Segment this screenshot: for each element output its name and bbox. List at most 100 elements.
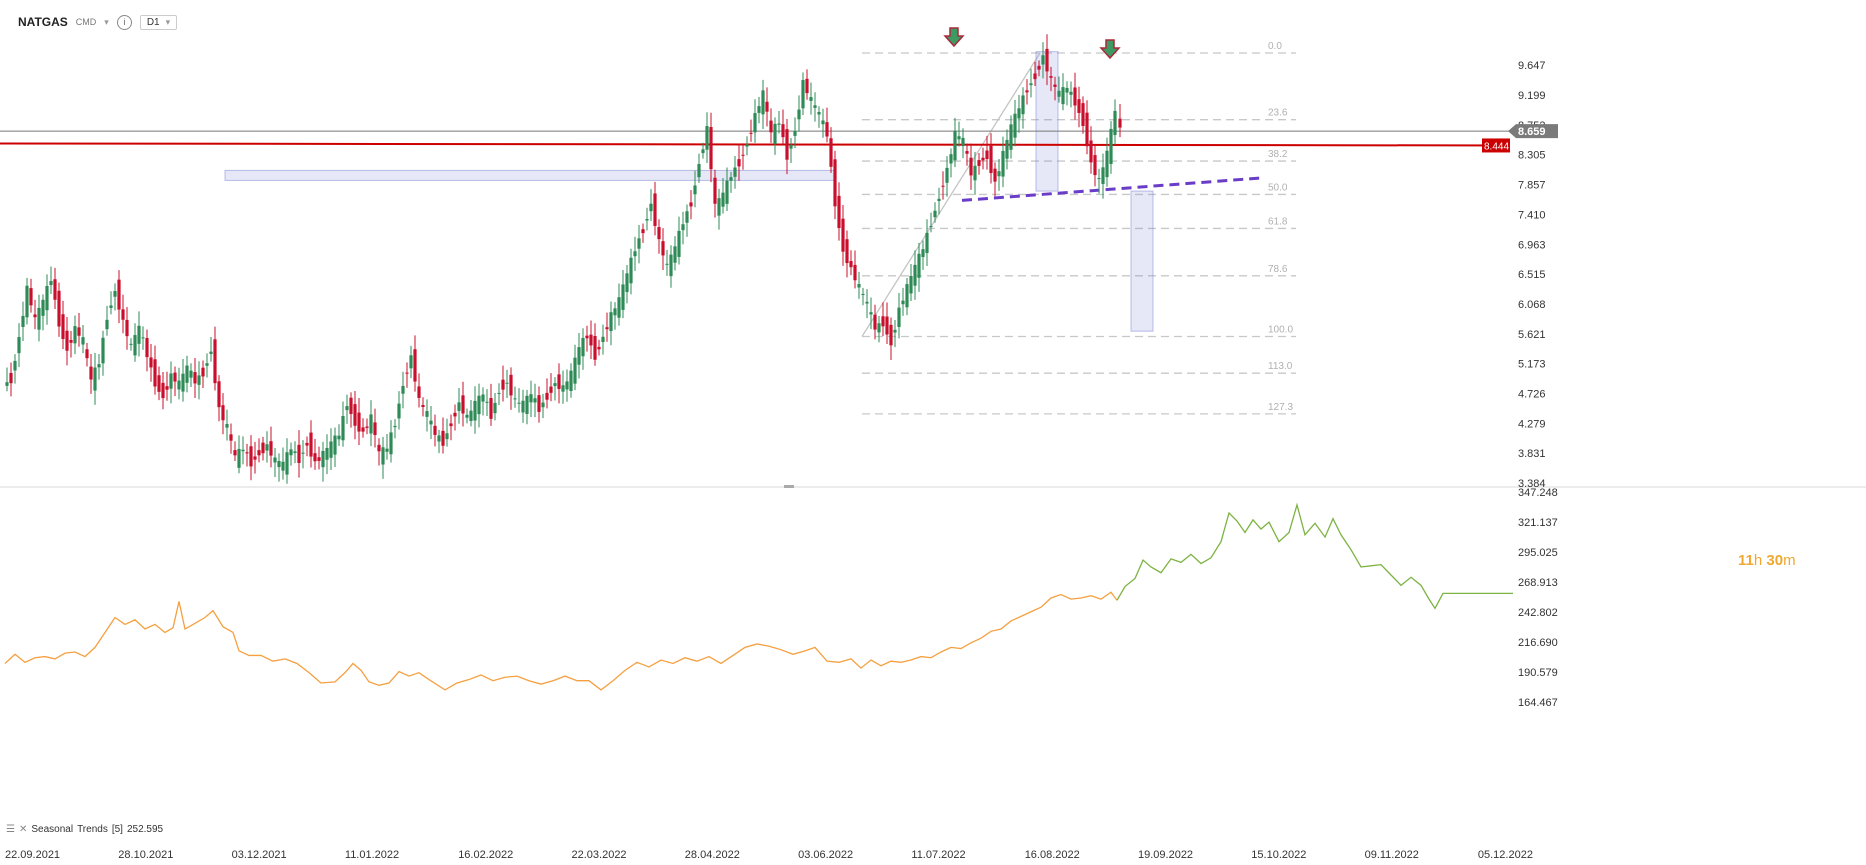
candle-body bbox=[533, 398, 537, 403]
candle-body bbox=[1033, 73, 1037, 80]
candle-body bbox=[937, 198, 941, 201]
candle-body bbox=[313, 453, 317, 462]
candle-body bbox=[209, 351, 213, 354]
candle-body bbox=[873, 314, 877, 330]
fibonacci-level-label: 127.3 bbox=[1268, 402, 1293, 413]
candle-body bbox=[397, 403, 401, 419]
indicator-label: Trends bbox=[77, 824, 108, 835]
candle-body bbox=[933, 210, 937, 218]
candle-body bbox=[37, 307, 41, 330]
candle-body bbox=[117, 279, 121, 310]
level-price-tag-bg bbox=[1482, 138, 1510, 153]
candle-body bbox=[493, 402, 497, 414]
indicator-settings-icon[interactable]: ☰ bbox=[6, 824, 15, 835]
candle-body bbox=[69, 339, 73, 343]
candle-body bbox=[761, 90, 765, 115]
price-axis-tick: 4.726 bbox=[1518, 388, 1546, 400]
candle-body bbox=[169, 373, 173, 389]
candle-body bbox=[1105, 150, 1109, 178]
candle-body bbox=[369, 414, 373, 434]
candle-body bbox=[881, 316, 885, 327]
fibonacci-level-label: 0.0 bbox=[1268, 41, 1282, 52]
candle-body bbox=[253, 456, 257, 460]
candle-body bbox=[453, 412, 457, 417]
price-axis-tick: 5.173 bbox=[1518, 359, 1546, 371]
price-axis-tick: 7.857 bbox=[1518, 180, 1546, 192]
instrument-source: CMD bbox=[75, 17, 97, 27]
indicator-param: [5] bbox=[111, 824, 123, 835]
countdown-hours: 11 bbox=[1738, 552, 1754, 569]
candle-body bbox=[273, 457, 277, 463]
candle-body bbox=[689, 202, 693, 207]
candle-body bbox=[353, 404, 357, 426]
candle-body bbox=[237, 448, 241, 468]
candle-body bbox=[1017, 108, 1021, 119]
candle-body bbox=[509, 374, 513, 396]
candle-body bbox=[93, 367, 97, 391]
candle-body bbox=[409, 355, 413, 369]
candle-body bbox=[609, 312, 613, 332]
close-icon[interactable]: ✕ bbox=[18, 824, 28, 835]
candle-body bbox=[569, 370, 573, 391]
indicator-name: Seasonal bbox=[31, 824, 74, 835]
candle-body bbox=[677, 230, 681, 257]
candle-body bbox=[1077, 99, 1081, 113]
candle-body bbox=[65, 330, 69, 351]
chevron-down-icon[interactable]: ▾ bbox=[104, 16, 109, 27]
candle-body bbox=[565, 381, 569, 390]
seasonal-line-forecast bbox=[1116, 502, 1513, 610]
candle-body bbox=[617, 297, 621, 318]
candle-body bbox=[125, 319, 129, 337]
last-price-tag-text: 8.659 bbox=[1518, 126, 1546, 138]
target-projection-box bbox=[1130, 190, 1154, 332]
candle-body bbox=[269, 441, 273, 456]
candle-body bbox=[817, 111, 821, 115]
candle-body bbox=[293, 451, 297, 453]
candle-body bbox=[181, 373, 185, 392]
chart-toolbar: NATGAS CMD ▾ i D1 ▾ bbox=[18, 12, 178, 32]
candle-body bbox=[637, 238, 641, 249]
candle-body bbox=[737, 159, 741, 167]
candle-body bbox=[49, 281, 53, 285]
candle-body bbox=[769, 120, 773, 133]
candle-body bbox=[321, 450, 325, 468]
candle-body bbox=[329, 441, 333, 458]
candle-body bbox=[621, 284, 625, 310]
candle-body bbox=[725, 180, 729, 204]
time-axis-tick: 19.09.2022 bbox=[1138, 849, 1193, 861]
candle-body bbox=[393, 425, 397, 428]
candle-body bbox=[249, 446, 253, 467]
candle-body bbox=[461, 395, 465, 414]
candle-body bbox=[1113, 110, 1117, 135]
candle-body bbox=[373, 422, 377, 435]
candle-body bbox=[501, 379, 505, 390]
timeframe-select[interactable]: D1 ▾ bbox=[139, 14, 178, 30]
candle-body bbox=[745, 144, 749, 147]
candle-body bbox=[641, 229, 645, 234]
instrument-symbol[interactable]: NATGAS bbox=[18, 15, 68, 29]
candle-body bbox=[281, 461, 285, 471]
candle-body bbox=[473, 400, 477, 421]
candle-body bbox=[585, 335, 589, 339]
candle-body bbox=[177, 380, 181, 390]
candle-body bbox=[741, 154, 745, 156]
fibonacci-level-label: 61.8 bbox=[1268, 216, 1288, 227]
candle-body bbox=[225, 424, 229, 428]
candle-body bbox=[165, 386, 169, 390]
info-icon[interactable]: i bbox=[116, 14, 132, 30]
candle-body bbox=[361, 427, 365, 432]
candle-body bbox=[625, 273, 629, 293]
candle-body bbox=[1057, 90, 1061, 97]
candle-body bbox=[1109, 128, 1113, 164]
candle-body bbox=[869, 312, 873, 315]
candle-body bbox=[781, 124, 785, 138]
candle-body bbox=[573, 357, 577, 384]
candle-body bbox=[653, 193, 657, 226]
candle-body bbox=[381, 447, 385, 465]
fibonacci-level-label: 50.0 bbox=[1268, 182, 1288, 193]
candle-body bbox=[1101, 167, 1105, 184]
candle-body bbox=[541, 402, 545, 408]
candle-body bbox=[865, 301, 869, 304]
candle-body bbox=[481, 394, 485, 402]
